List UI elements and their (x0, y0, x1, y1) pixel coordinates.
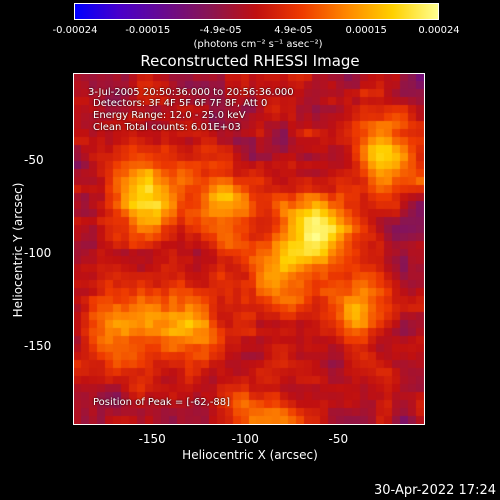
timestamp: 30-Apr-2022 17:24 (374, 483, 496, 498)
annotation-time: 3-Jul-2005 20:50:36.000 to 20:56:36.000 (88, 87, 294, 98)
colorbar-tick-label: 0.00024 (418, 25, 460, 36)
y-tick-label: -50 (24, 152, 44, 167)
x-axis-label: Heliocentric X (arcsec) (182, 448, 318, 462)
annotation-detectors: Detectors: 3F 4F 5F 6F 7F 8F, Att 0 (93, 98, 268, 109)
colorbar-unit-label: (photons cm⁻² s⁻¹ asec⁻²) (193, 39, 323, 50)
y-tick-label: -150 (24, 338, 52, 353)
x-tick-label: -50 (328, 432, 349, 446)
annotation-peak-position: Position of Peak = [-62,-88] (93, 397, 231, 408)
y-axis-label: Heliocentric Y (arcsec) (11, 182, 25, 318)
colorbar-tick-label: -4.9e-05 (199, 25, 242, 36)
x-tick-label: -150 (138, 432, 166, 446)
y-tick-label: -100 (24, 245, 52, 260)
annotation-energy: Energy Range: 12.0 - 25.0 keV (93, 110, 246, 121)
image-plot-area (73, 73, 425, 425)
x-tick-label: -100 (231, 432, 259, 446)
chart-title: Reconstructed RHESSI Image (140, 52, 360, 70)
colorbar-tick-label: 4.9e-05 (274, 25, 313, 36)
reconstructed-image-heatmap (74, 74, 424, 424)
colorbar-tick-label: 0.00015 (345, 25, 387, 36)
colorbar (74, 3, 439, 20)
annotation-clean: Clean Total counts: 6.01E+03 (93, 122, 241, 133)
colorbar-tick-label: -0.00015 (125, 25, 171, 36)
colorbar-tick-label: -0.00024 (52, 25, 98, 36)
